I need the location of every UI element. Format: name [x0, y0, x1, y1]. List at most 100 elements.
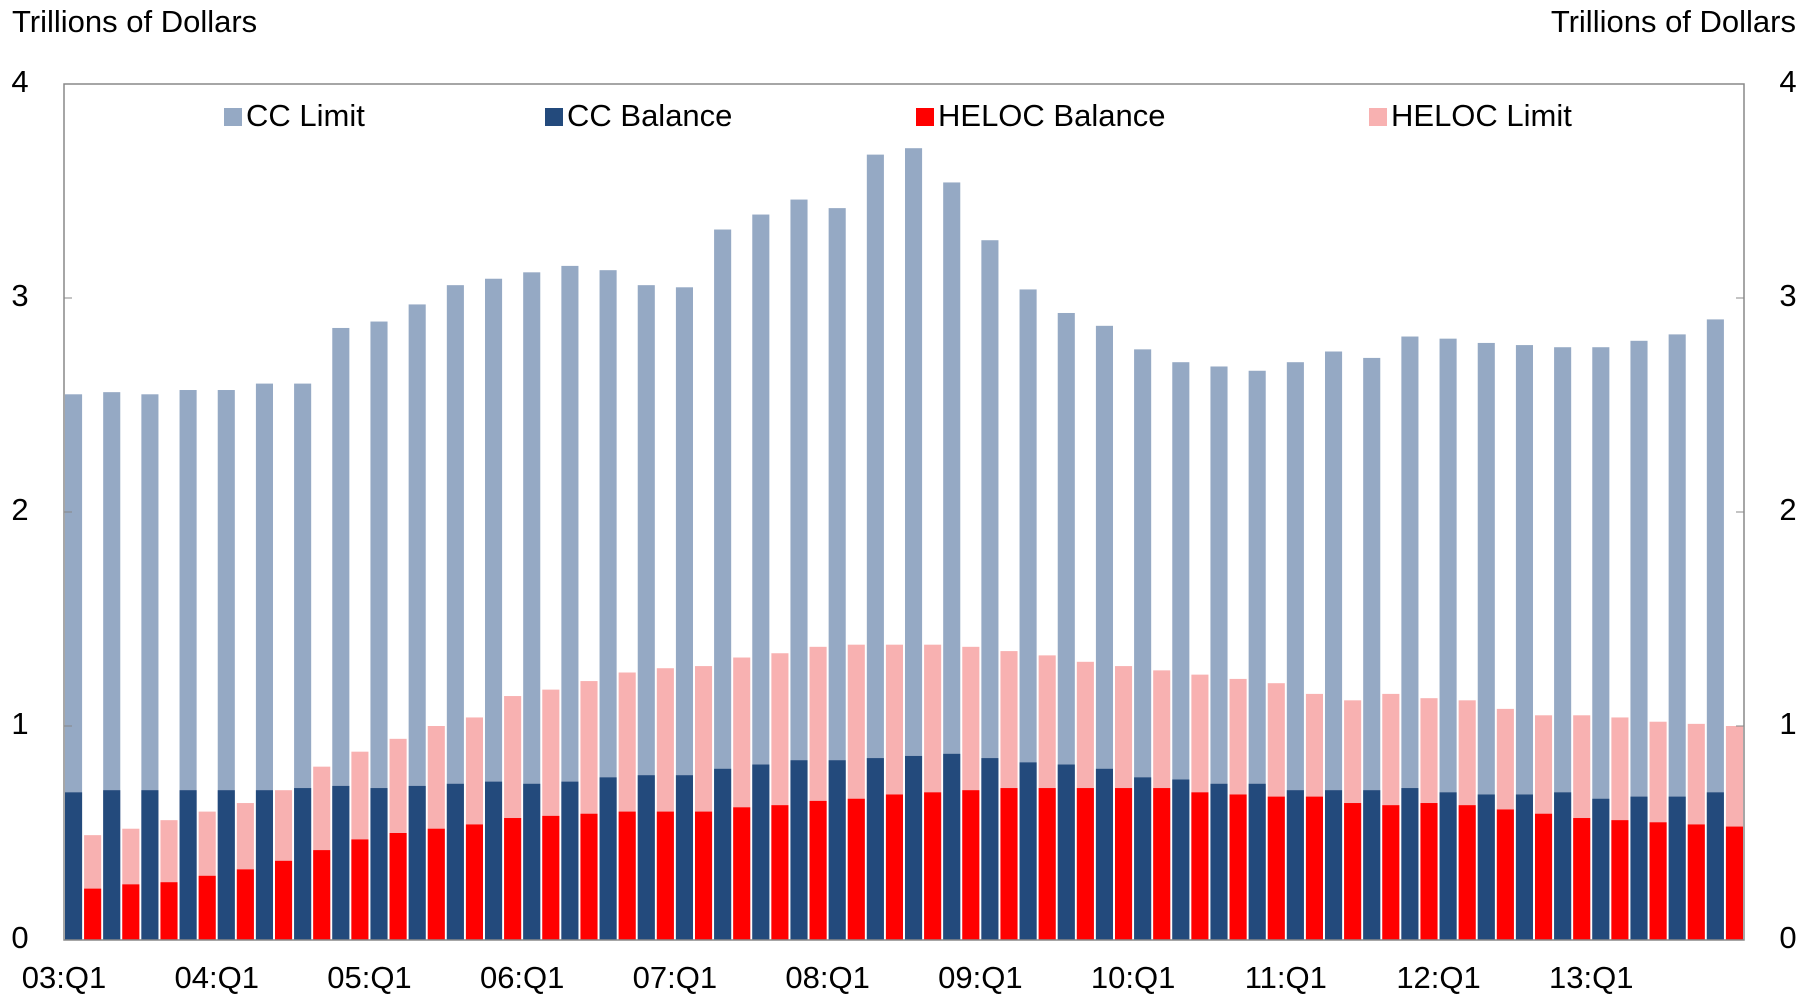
bar [485, 781, 503, 940]
bar [1668, 334, 1686, 940]
bar [1439, 338, 1457, 940]
bar [866, 758, 884, 940]
bar [1725, 826, 1743, 940]
bar [1554, 347, 1572, 941]
bar [847, 798, 865, 940]
bar [1267, 796, 1285, 940]
bar [160, 882, 178, 940]
bar [198, 875, 216, 940]
bar [905, 148, 923, 940]
y2-tick-label: 1 [1779, 706, 1796, 741]
bar [1630, 796, 1648, 940]
bar [1401, 788, 1419, 940]
bar [981, 758, 999, 940]
bar [1305, 796, 1323, 940]
bar [1210, 783, 1228, 940]
bar [1172, 779, 1190, 940]
bar [1115, 788, 1133, 940]
y2-tick-label: 0 [1779, 920, 1796, 955]
bar [1153, 788, 1171, 940]
bar [752, 764, 770, 940]
bar [65, 792, 83, 940]
bar [1592, 347, 1610, 941]
bar [465, 824, 483, 940]
x-tick-label: 13:Q1 [1549, 960, 1633, 995]
bar [1000, 788, 1018, 940]
bar [351, 839, 369, 940]
bar [866, 154, 884, 940]
bar [446, 783, 464, 940]
bar [599, 777, 617, 940]
legend-label: HELOC Limit [1391, 98, 1572, 133]
bar [1554, 792, 1572, 940]
bar [733, 807, 751, 940]
bar [446, 285, 464, 940]
legend-label: HELOC Balance [938, 98, 1165, 133]
bar [332, 785, 350, 940]
legend-swatch [545, 108, 563, 126]
bar [179, 790, 197, 940]
bar [790, 760, 808, 940]
y2-axis-label: Trillions of Dollars [1551, 4, 1796, 39]
bar [695, 811, 713, 940]
bar [790, 199, 808, 940]
bar [943, 753, 961, 940]
bar [714, 229, 732, 940]
bar [84, 888, 102, 940]
y-tick-label: 0 [11, 920, 28, 955]
bar [103, 790, 121, 940]
bar [275, 860, 293, 940]
bar [1076, 788, 1094, 940]
x-tick-label: 06:Q1 [480, 960, 564, 995]
bar [1687, 824, 1705, 940]
bar [561, 265, 579, 940]
y-tick-label: 2 [11, 492, 28, 527]
bar [1057, 764, 1075, 940]
bar [1706, 319, 1724, 940]
legend-swatch [916, 108, 934, 126]
bar [1649, 822, 1667, 940]
bar [370, 788, 388, 940]
bar [523, 272, 541, 940]
bar [1515, 794, 1533, 940]
y-tick-label: 1 [11, 706, 28, 741]
bar [542, 815, 560, 940]
x-tick-label: 11:Q1 [1245, 960, 1327, 995]
x-tick-label: 05:Q1 [327, 960, 411, 995]
x-tick-label: 10:Q1 [1091, 960, 1175, 995]
legend-label: CC Balance [567, 98, 732, 133]
bar [294, 788, 312, 940]
bar [637, 775, 655, 940]
bar [504, 818, 522, 940]
bar [1496, 809, 1514, 940]
bar [962, 790, 980, 940]
y-tick-label: 4 [11, 64, 28, 99]
x-tick-label: 09:Q1 [938, 960, 1022, 995]
y2-tick-label: 4 [1779, 64, 1796, 99]
bar [1439, 792, 1457, 940]
bar [1229, 794, 1247, 940]
bar [1573, 818, 1591, 940]
x-tick-label: 12:Q1 [1396, 960, 1480, 995]
bar [828, 208, 846, 940]
bar [809, 800, 827, 940]
bar [141, 790, 159, 940]
bar [1477, 342, 1495, 940]
bar [255, 790, 273, 940]
legend-label: CC Limit [246, 98, 365, 133]
bar [561, 781, 579, 940]
bar [1286, 790, 1304, 940]
bar [1420, 803, 1438, 940]
bar [1363, 790, 1381, 940]
y2-tick-label: 3 [1779, 278, 1796, 313]
bar [1458, 805, 1476, 940]
bar [236, 869, 254, 940]
bars [65, 148, 1743, 941]
bar [217, 790, 235, 940]
bar [599, 270, 617, 940]
bar [828, 760, 846, 940]
bar [1344, 803, 1362, 940]
bar [1191, 792, 1209, 940]
bar [427, 828, 445, 940]
